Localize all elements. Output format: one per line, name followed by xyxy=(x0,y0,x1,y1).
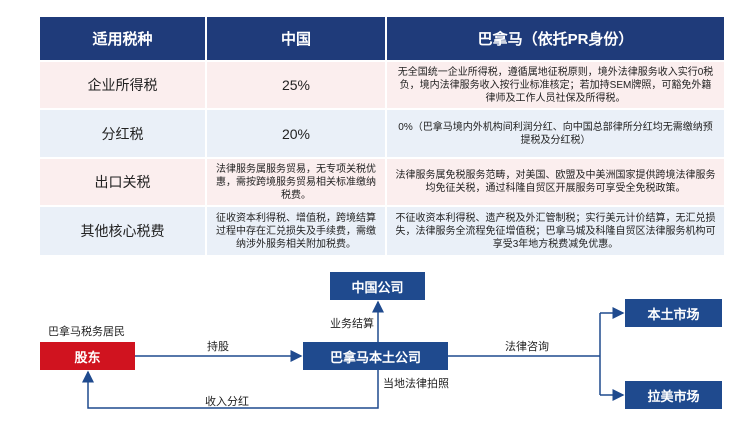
table-cell: 无全国统一企业所得税，遵循属地征税原则，境外法律服务收入实行0税负，境内法律服务… xyxy=(387,62,724,108)
node: 中国公司 xyxy=(330,272,425,300)
table-cell: 20% xyxy=(207,110,385,157)
edge-label: 当地法律拍照 xyxy=(383,378,449,390)
node: 拉美市场 xyxy=(625,381,722,409)
table-cell: 法律服务属免税服务范畴，对美国、欧盟及中美洲国家提供跨境法律服务均免征关税，通过… xyxy=(387,159,724,205)
table-cell: 其他核心税费 xyxy=(40,207,205,255)
edge-label: 巴拿马税务居民 xyxy=(48,326,125,338)
table-cell: 0%（巴拿马境内外机构间利润分红、向中国总部律所分红均无需缴纳预提税及分红税） xyxy=(387,110,724,157)
edge-label: 法律咨询 xyxy=(505,341,549,353)
node: 本土市场 xyxy=(625,299,722,327)
table-cell: 企业所得税 xyxy=(40,62,205,108)
edge-label: 业务结算 xyxy=(330,318,374,330)
node: 巴拿马本土公司 xyxy=(303,342,448,370)
table-cell: 不征收资本利得税、遗产税及外汇管制税；实行美元计价结算，无汇兑损失，法律服务全流… xyxy=(387,207,724,255)
table-cell: 巴拿马（依托PR身份） xyxy=(387,17,724,60)
table-cell: 分红税 xyxy=(40,110,205,157)
table-cell: 中国 xyxy=(207,17,385,60)
edge-label: 持股 xyxy=(207,341,229,353)
node: 股东 xyxy=(40,342,135,370)
table-cell: 出口关税 xyxy=(40,159,205,205)
table-cell: 25% xyxy=(207,62,385,108)
table-cell: 征收资本利得税、增值税，跨境结算过程中存在汇兑损失及手续费，需缴纳涉外服务相关附… xyxy=(207,207,385,255)
edge-label: 收入分红 xyxy=(205,396,249,408)
table-cell: 适用税种 xyxy=(40,17,205,60)
table-cell: 法律服务属服务贸易，无专项关税优惠，需按跨境服务贸易相关标准缴纳税费。 xyxy=(207,159,385,205)
